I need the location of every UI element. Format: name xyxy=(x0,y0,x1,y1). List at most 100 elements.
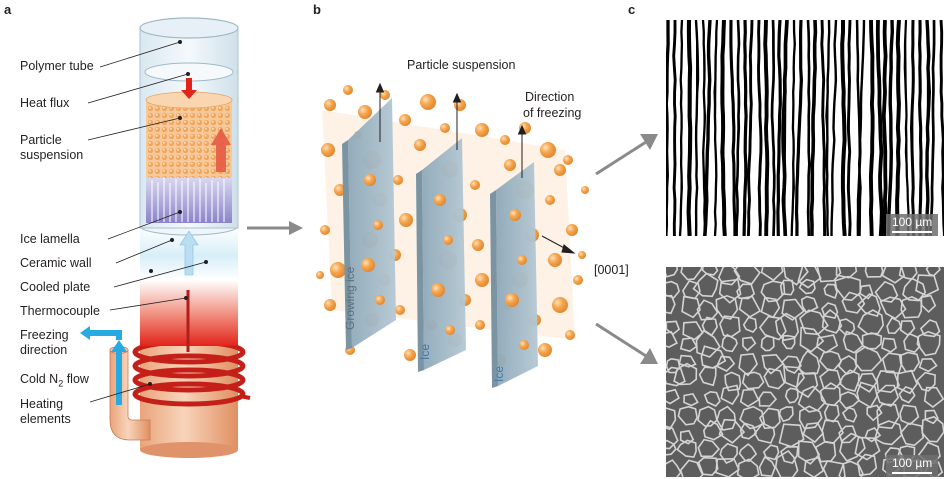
cell-texture xyxy=(918,357,938,373)
cell-texture xyxy=(898,351,921,373)
cell-texture xyxy=(778,406,794,423)
cell-texture xyxy=(758,391,778,407)
label-freezing-direction-line1: Freezing xyxy=(20,328,69,342)
arrow-a-to-b-icon xyxy=(247,221,303,235)
cell-texture xyxy=(763,367,786,390)
lamella-texture xyxy=(694,20,700,236)
cell-texture xyxy=(798,278,816,295)
cell-texture xyxy=(856,293,881,317)
cell-texture xyxy=(673,362,698,386)
panel-letter-a: a xyxy=(4,2,12,17)
cell-texture xyxy=(819,368,842,390)
label-cold-n2-flow-sub: 2 xyxy=(58,378,64,389)
heating-coils xyxy=(132,339,251,407)
label-cooled-plate: Cooled plate xyxy=(20,280,91,294)
cell-texture xyxy=(920,294,937,314)
cell-texture xyxy=(881,337,898,353)
cell-texture xyxy=(679,337,698,353)
freeze-casting-apparatus xyxy=(80,17,251,458)
lamella-texture xyxy=(886,20,895,236)
lamella-texture xyxy=(820,20,827,236)
cell-texture xyxy=(841,291,866,314)
cell-texture xyxy=(680,267,703,281)
cell-texture xyxy=(666,330,678,348)
label-direction-of-freezing-line1: Direction xyxy=(525,90,575,104)
arrow-b-to-c-bottom-icon xyxy=(595,322,658,364)
lamella-texture xyxy=(757,20,763,236)
cell-texture xyxy=(703,390,721,407)
lamella-texture xyxy=(868,20,875,236)
cell-texture xyxy=(716,405,737,431)
cell-texture xyxy=(886,316,902,335)
label-ice-2: Ice xyxy=(492,365,506,382)
scale-bar-top: 100 µm xyxy=(886,214,939,236)
cell-texture xyxy=(742,316,758,333)
cell-texture xyxy=(842,330,864,354)
lamella-texture xyxy=(729,20,737,236)
lamella-texture xyxy=(825,20,831,236)
lamella-texture xyxy=(846,20,852,236)
cell-texture xyxy=(924,409,939,425)
cell-texture xyxy=(876,370,901,394)
cell-texture xyxy=(923,386,944,409)
cell-texture xyxy=(758,407,781,430)
panel-letter-c: c xyxy=(628,2,636,17)
cell-texture xyxy=(666,320,681,336)
cell-texture xyxy=(802,422,825,444)
scale-bar-bottom-label: 100 µm xyxy=(892,456,933,470)
cell-texture xyxy=(858,284,874,300)
cell-texture xyxy=(666,267,679,278)
lamella-texture xyxy=(720,20,727,236)
cell-texture xyxy=(683,393,699,407)
cell-texture xyxy=(856,372,878,393)
cell-texture xyxy=(736,458,760,477)
scale-bar-top-line xyxy=(892,231,933,233)
cell-texture xyxy=(855,345,883,372)
lamella-texture xyxy=(776,20,782,236)
lamella-texture xyxy=(875,20,884,236)
ice-lamellae xyxy=(342,98,538,388)
cell-texture xyxy=(816,267,842,283)
label-ceramic-wall: Ceramic wall xyxy=(20,256,92,270)
cell-texture xyxy=(720,384,740,406)
cell-texture xyxy=(799,326,825,353)
cell-texture xyxy=(781,355,802,374)
cell-texture xyxy=(900,296,922,319)
cell-texture xyxy=(837,354,858,376)
lamella-texture xyxy=(903,20,910,236)
cell-texture xyxy=(738,295,762,318)
cell-texture xyxy=(916,371,936,392)
cell-texture xyxy=(715,294,739,320)
cell-texture xyxy=(666,425,679,450)
cell-texture xyxy=(721,333,738,353)
lamella-texture xyxy=(881,20,888,236)
lamella-texture xyxy=(806,20,811,236)
scale-bar-bottom: 100 µm xyxy=(886,455,939,477)
cell-texture xyxy=(821,308,843,334)
label-crystal-axis: [0001] xyxy=(594,263,629,277)
cell-texture xyxy=(718,278,742,304)
label-cold-n2-flow-pre: Cold N xyxy=(20,372,59,386)
cell-texture xyxy=(760,267,784,282)
cell-texture xyxy=(821,302,839,320)
cell-texture xyxy=(915,274,940,297)
cell-texture xyxy=(837,318,856,336)
cell-texture xyxy=(758,455,776,477)
lamella-texture xyxy=(840,20,847,236)
cell-texture xyxy=(677,405,698,426)
lamella-texture xyxy=(830,20,838,236)
cell-texture xyxy=(695,329,721,358)
cell-texture xyxy=(864,267,884,278)
lamella-texture xyxy=(746,20,754,236)
cell-texture xyxy=(741,371,765,390)
cell-texture xyxy=(681,295,701,319)
cell-texture xyxy=(774,312,800,342)
cell-texture xyxy=(666,357,681,374)
cell-texture xyxy=(874,280,899,303)
label-cold-n2-flow: Cold N2 flow xyxy=(20,372,89,392)
cell-texture xyxy=(679,429,695,445)
lamella-texture xyxy=(794,20,804,236)
cell-texture xyxy=(854,436,881,461)
arrow-b-to-c-top-icon xyxy=(595,134,658,176)
cell-texture xyxy=(876,403,900,430)
